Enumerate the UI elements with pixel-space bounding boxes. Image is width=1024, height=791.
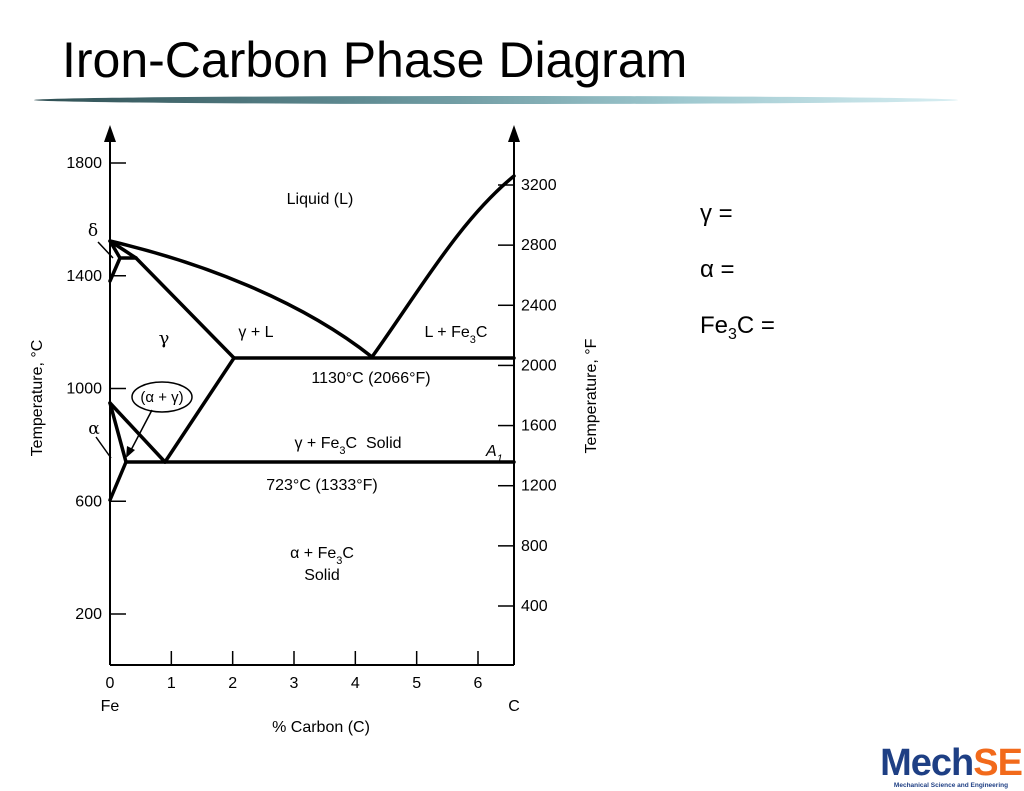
eutectic-annotation: 1130°C (2066°F): [311, 370, 430, 387]
bottom-tick-label: 1: [167, 675, 176, 692]
liquidus-right: [370, 174, 516, 359]
mechse-logo: MechSE Mechanical Science and Engineerin…: [878, 744, 1024, 791]
note-alpha: α =: [700, 256, 735, 283]
bottom-tick-label: 3: [290, 675, 299, 692]
label-a1: A1: [485, 443, 503, 465]
right-tick-label: 3200: [521, 177, 557, 194]
bottom-tick-label: 2: [228, 675, 237, 692]
bottom-tick-label: 0: [106, 675, 115, 692]
note-gamma: γ =: [700, 200, 733, 227]
region-alpha-gamma: (α + γ): [140, 389, 183, 406]
alpha-solvus: [108, 401, 128, 502]
right-tick-label: 1600: [521, 418, 557, 435]
acm-line: [163, 356, 236, 464]
right-tick-label: 1200: [521, 478, 557, 495]
region-liquid-fe3c: L + Fe3C: [425, 324, 488, 346]
region-alpha-fe3c-solid: Solid: [304, 567, 340, 584]
label-delta: δ: [88, 221, 98, 241]
title-underline: [34, 96, 958, 104]
left-tick-label: 1400: [66, 268, 102, 285]
bottom-axis-ticks: 0 1 2 3 4 5 6: [106, 651, 483, 692]
region-gamma-liquid: γ + L: [238, 324, 273, 341]
logo-wordmark: MechSE: [880, 742, 1023, 784]
right-tick-label: 2000: [521, 357, 557, 374]
region-gamma: γ: [159, 328, 170, 349]
note-fe3c: Fe3C =: [700, 312, 775, 343]
right-tick-label: 400: [521, 598, 548, 615]
notes-panel: γ = α = Fe3C =: [700, 196, 775, 364]
right-axis-label: Temperature, °F: [583, 338, 600, 453]
x-axis-left-end: Fe: [101, 698, 120, 715]
bottom-tick-label: 6: [474, 675, 483, 692]
left-tick-label: 600: [75, 493, 102, 510]
left-tick-label: 1800: [66, 155, 102, 172]
x-axis-label: % Carbon (C): [272, 719, 370, 736]
left-tick-label: 200: [75, 606, 102, 623]
region-alpha-fe3c: α + Fe3C: [290, 545, 354, 567]
alpha-gamma-bubble: [131, 381, 193, 413]
right-axis-ticks: 3200 2800 2400 2000 1600 1200 800 400: [498, 177, 557, 615]
solidus-austenite: [134, 256, 236, 360]
right-tick-label: 800: [521, 538, 548, 555]
alpha-pointer: [95, 436, 112, 459]
left-axis-arrow: [104, 125, 116, 142]
delta-pointer: [97, 241, 114, 259]
alpha-gamma-pointer: [129, 409, 153, 453]
alpha-gamma-pointer-head: [126, 446, 135, 458]
label-alpha: α: [88, 419, 100, 439]
region-liquid: Liquid (L): [287, 191, 354, 208]
x-axis-right-end: C: [508, 698, 520, 715]
left-axis-ticks: 1800 1400 1000 600 200: [66, 155, 126, 623]
liquidus-left: [108, 239, 374, 359]
slide-title: Iron-Carbon Phase Diagram: [62, 32, 688, 88]
bottom-tick-label: 5: [412, 675, 421, 692]
eutectoid-annotation: 723°C (1333°F): [266, 477, 378, 494]
logo-subtitle: Mechanical Science and Engineering: [893, 782, 1009, 789]
region-gamma-fe3c: γ + Fe3C Solid: [294, 435, 401, 457]
right-tick-label: 2800: [521, 237, 557, 254]
right-axis-arrow: [508, 125, 520, 142]
bottom-tick-label: 4: [351, 675, 360, 692]
left-tick-label: 1000: [66, 381, 102, 398]
left-axis-label: Temperature, °C: [29, 340, 46, 457]
a3-line: [108, 401, 167, 464]
right-tick-label: 2400: [521, 297, 557, 314]
delta-region-lines: [108, 239, 138, 283]
